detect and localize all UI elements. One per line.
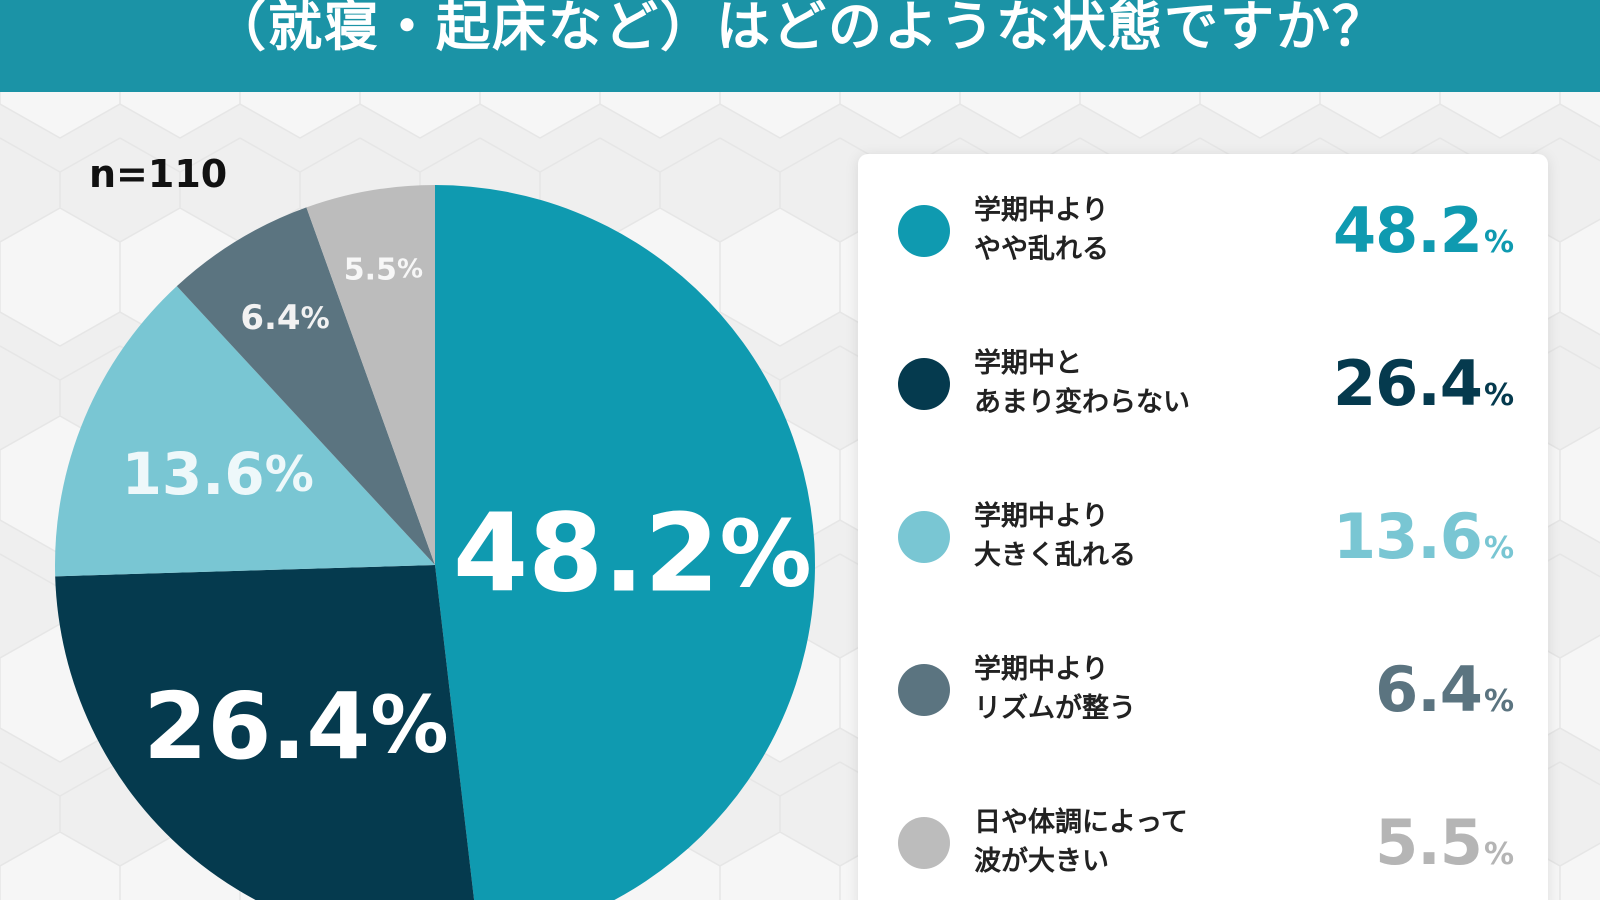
legend-label-line: 学期中より [974,195,1109,226]
legend-swatch [898,205,950,257]
legend-value: 48.2% [1333,194,1514,267]
legend-label: 学期中より大きく乱れる [974,497,1136,575]
pie-slice-label-1: 48.2% [453,491,812,616]
legend-value-number: 48.2 [1332,194,1483,267]
pie-slice-1 [435,185,815,900]
legend-label-line: 学期中と [974,348,1082,379]
legend-item-4: 学期中よりリズムが整う 6.4% [858,635,1548,745]
legend-label: 学期中とあまり変わらない [974,344,1190,422]
pie-slice-4 [176,207,435,566]
legend-value: 6.4% [1375,653,1514,726]
legend-value: 5.5% [1375,806,1514,879]
legend-swatch [898,511,950,563]
legend-swatch [898,817,950,869]
pie-slice-label-4: 6.4% [240,298,329,338]
pie-slice-label-5: 5.5% [344,252,423,287]
header-band: （就寝・起床など）はどのような状態ですか？ [0,0,1600,92]
legend-label: 日や体調によって 波が大きい [974,803,1188,881]
legend-label-line: やや乱れる [974,234,1109,265]
legend-swatch [898,358,950,410]
legend-value-number: 5.5 [1375,806,1483,879]
legend-value-unit: % [1483,378,1514,413]
pie-slice-3 [55,286,436,577]
legend-value-unit: % [1483,837,1514,872]
pie-slice-label-2: 26.4% [143,673,448,780]
legend-label: 学期中よりやや乱れる [974,191,1109,269]
legend-label: 学期中よりリズムが整う [974,650,1136,728]
legend-value-unit: % [1483,225,1514,260]
legend-value: 13.6% [1333,500,1514,573]
legend-label-line: 学期中より [974,501,1109,532]
legend-item-3: 学期中より大きく乱れる 13.6% [858,482,1548,592]
legend-swatch [898,664,950,716]
legend-label-line: あまり変わらない [974,387,1190,418]
legend-value-number: 26.4 [1332,347,1483,420]
legend-label-line: 大きく乱れる [974,540,1136,571]
legend-value-unit: % [1483,531,1514,566]
legend-item-5: 日や体調によって 波が大きい 5.5% [858,788,1548,898]
pie-slice-5 [306,185,435,565]
legend-value-number: 6.4 [1375,653,1483,726]
legend-item-2: 学期中とあまり変わらない 26.4% [858,329,1548,439]
legend-item-1: 学期中よりやや乱れる 48.2% [858,176,1548,286]
legend-label-line: リズムが整う [974,693,1136,724]
legend-label-line: 日や体調によって [974,807,1188,838]
pie-slice-label-3: 13.6% [122,440,314,508]
pie-slice-2 [55,565,475,900]
page-title: （就寝・起床など）はどのような状態ですか？ [212,0,1388,58]
legend-label-line: 波が大きい [974,846,1109,877]
legend-value-unit: % [1483,684,1514,719]
legend-label-line: 学期中より [974,654,1109,685]
legend-value: 26.4% [1333,347,1514,420]
legend-value-number: 13.6 [1332,500,1483,573]
legend-card: 学期中より やや乱れる 48.2% 学期中と あまり変わらない 26.4% 学期中より 大きく… [858,154,1548,900]
sample-size-label: n=110 [89,152,228,196]
